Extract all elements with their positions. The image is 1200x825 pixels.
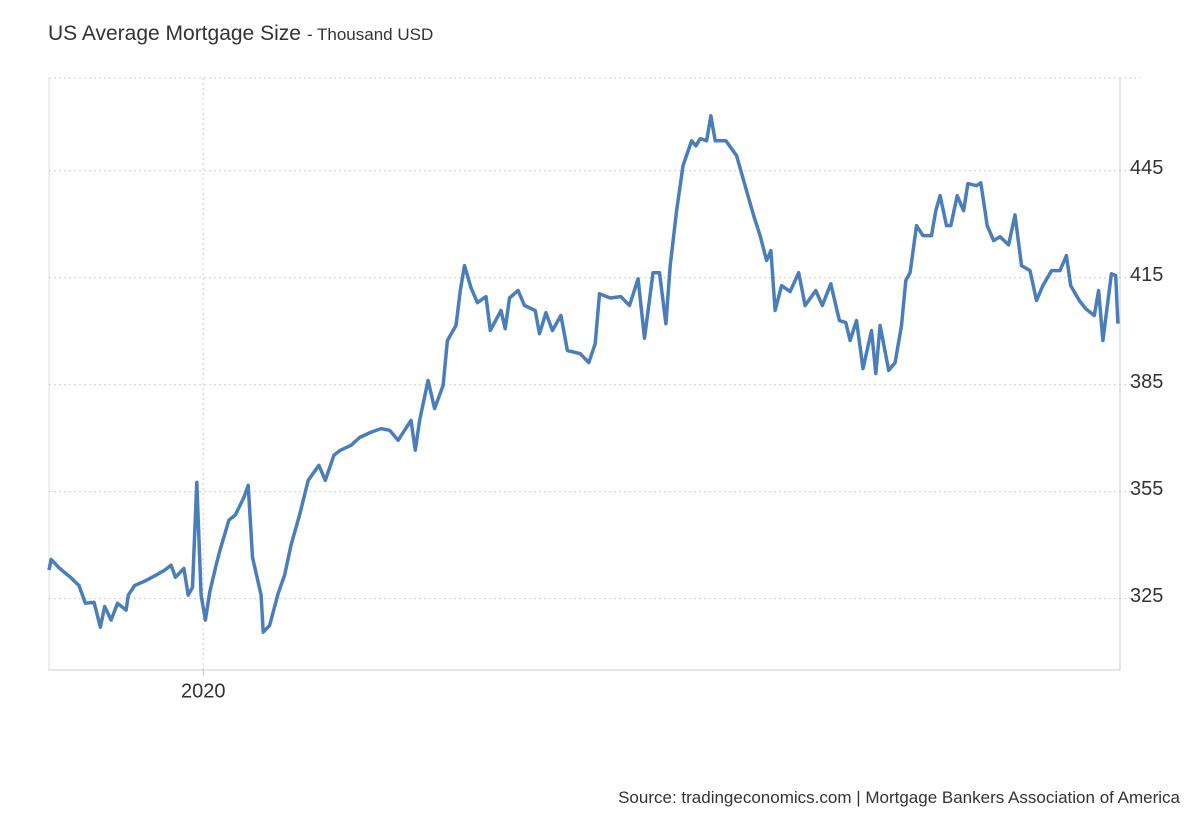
data-line	[47, 114, 1120, 634]
y-tick-label: 355	[1130, 478, 1163, 500]
y-tick-label: 445	[1130, 157, 1163, 179]
chart-title-group: US Average Mortgage Size - Thousand USD	[48, 22, 433, 45]
y-tick-label: 415	[1130, 264, 1163, 286]
y-tick-label: 325	[1130, 585, 1163, 607]
chart-subtitle: - Thousand USD	[307, 25, 433, 44]
y-tick-label: 385	[1130, 371, 1163, 393]
x-tick-label: 2020	[181, 680, 226, 702]
chart-title: US Average Mortgage Size	[48, 22, 301, 45]
source: Source: tradingeconomics.com | Mortgage …	[618, 788, 1180, 807]
